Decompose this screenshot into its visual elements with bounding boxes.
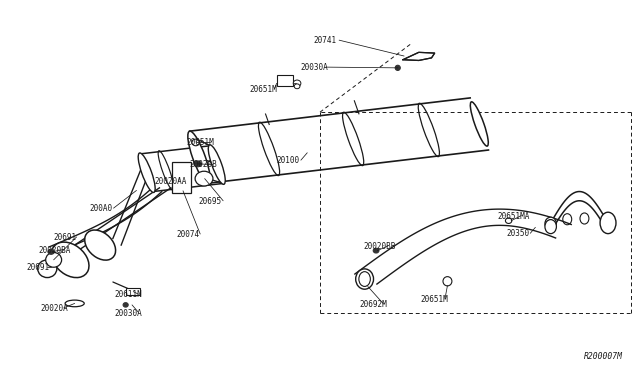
Text: 20691: 20691 (54, 233, 77, 242)
Ellipse shape (208, 145, 225, 185)
Ellipse shape (294, 84, 300, 89)
Ellipse shape (359, 272, 371, 286)
Ellipse shape (356, 269, 374, 289)
Text: 20020BA: 20020BA (38, 246, 71, 255)
Polygon shape (403, 52, 435, 61)
Ellipse shape (45, 253, 61, 267)
Text: 20692M: 20692M (360, 300, 387, 310)
Polygon shape (550, 192, 608, 232)
Text: 20350: 20350 (506, 230, 529, 238)
Text: R200007M: R200007M (584, 352, 623, 361)
Ellipse shape (65, 300, 84, 307)
Text: 20741: 20741 (314, 36, 337, 45)
Ellipse shape (506, 218, 512, 224)
Text: 20100: 20100 (276, 156, 300, 166)
Bar (276, 75, 292, 86)
Text: 20020AA: 20020AA (154, 177, 187, 186)
Ellipse shape (545, 219, 556, 234)
Ellipse shape (194, 161, 202, 167)
Ellipse shape (470, 102, 488, 146)
Text: 20611N: 20611N (115, 291, 143, 299)
Polygon shape (140, 146, 223, 192)
Ellipse shape (192, 139, 200, 146)
Polygon shape (190, 98, 488, 183)
Bar (125, 288, 140, 295)
Text: 20020A: 20020A (41, 304, 68, 313)
Bar (172, 162, 191, 193)
Ellipse shape (48, 249, 54, 254)
Text: 200A0: 200A0 (90, 204, 113, 214)
Ellipse shape (600, 212, 616, 234)
Ellipse shape (373, 248, 379, 253)
Text: 20651MA: 20651MA (497, 212, 529, 221)
Text: 20695: 20695 (199, 197, 222, 206)
Text: 20651M: 20651M (420, 295, 449, 304)
Text: 20651M: 20651M (186, 138, 214, 147)
Text: 20030A: 20030A (115, 309, 143, 318)
Text: 20030A: 20030A (301, 63, 328, 72)
Ellipse shape (395, 65, 400, 70)
Ellipse shape (293, 80, 301, 87)
Text: 20020BB: 20020BB (364, 243, 396, 251)
Ellipse shape (545, 217, 556, 230)
Ellipse shape (123, 303, 128, 307)
Text: 20074: 20074 (177, 230, 200, 239)
Polygon shape (355, 209, 572, 284)
Ellipse shape (195, 171, 213, 186)
Ellipse shape (443, 277, 452, 286)
Ellipse shape (138, 153, 155, 192)
Text: 20651M: 20651M (250, 85, 278, 94)
Ellipse shape (38, 260, 57, 278)
Ellipse shape (188, 131, 210, 183)
Ellipse shape (84, 230, 116, 260)
Ellipse shape (51, 242, 89, 278)
Text: 20020B: 20020B (189, 160, 217, 169)
Text: 20691: 20691 (27, 263, 50, 272)
